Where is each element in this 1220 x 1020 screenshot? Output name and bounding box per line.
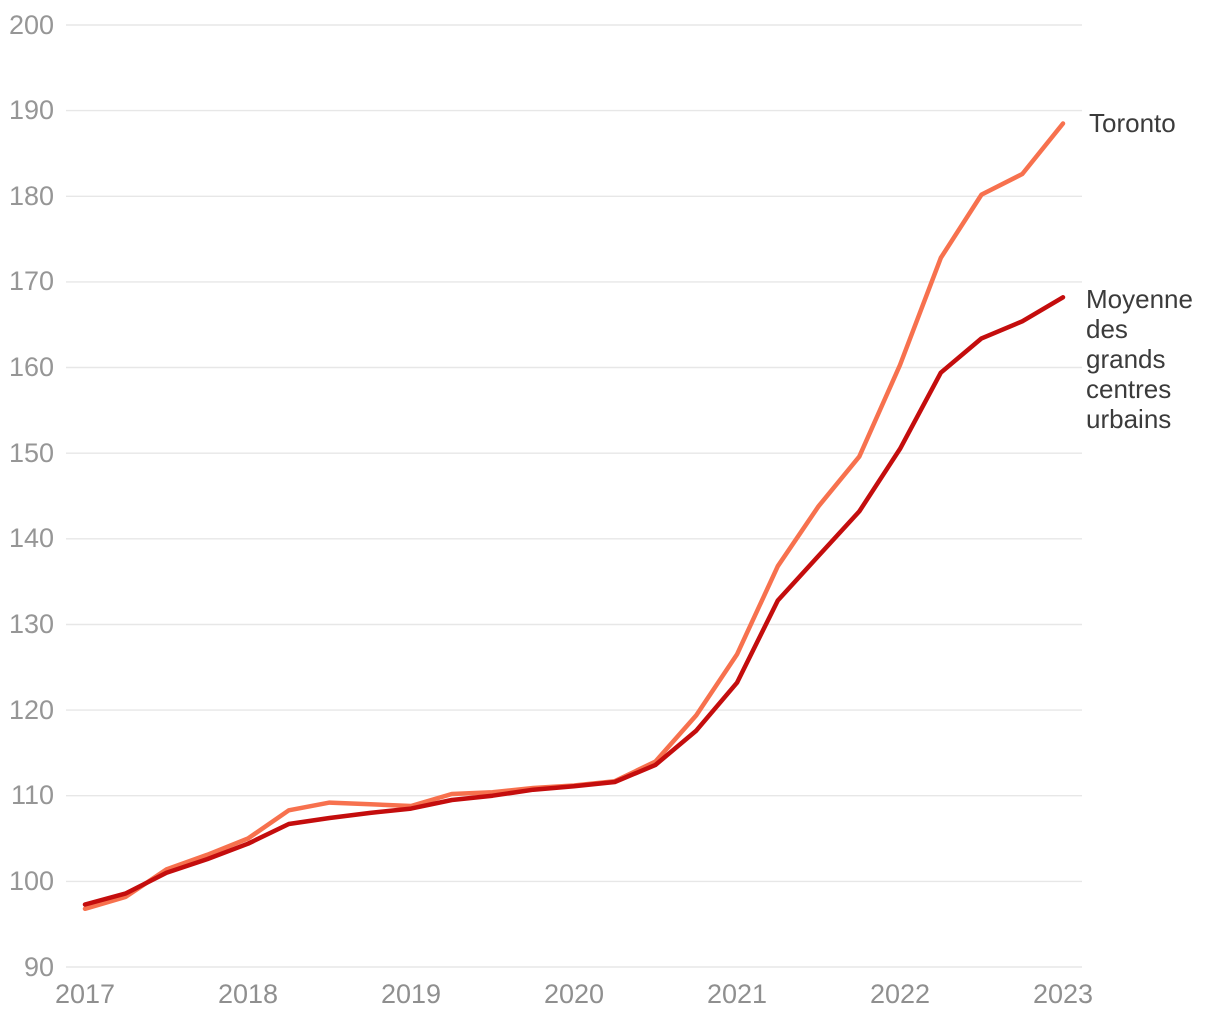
y-tick-label-150: 150 bbox=[8, 438, 54, 468]
legend-label-toronto: Toronto bbox=[1089, 108, 1176, 138]
x-tick-label-2021: 2021 bbox=[706, 979, 768, 1009]
x-tick-label-2018: 2018 bbox=[217, 979, 279, 1009]
y-tick-label-170: 170 bbox=[8, 266, 54, 296]
y-tick-label-180: 180 bbox=[8, 181, 54, 211]
series-line-toronto bbox=[82, 121, 1066, 912]
y-tick-label-110: 110 bbox=[10, 780, 54, 810]
y-tick-label-160: 160 bbox=[8, 352, 54, 382]
y-tick-label-100: 100 bbox=[8, 866, 54, 896]
x-tick-label-2023: 2023 bbox=[1032, 979, 1094, 1009]
x-tick-label-2022: 2022 bbox=[869, 979, 931, 1009]
x-tick-label-2019: 2019 bbox=[380, 979, 442, 1009]
y-tick-label-120: 120 bbox=[8, 695, 54, 725]
y-tick-label-140: 140 bbox=[8, 523, 54, 553]
y-tick-label-190: 190 bbox=[8, 95, 54, 125]
x-tick-label-2017: 2017 bbox=[54, 979, 116, 1009]
y-tick-label-200: 200 bbox=[8, 10, 54, 40]
y-tick-label-130: 130 bbox=[8, 609, 54, 639]
y-tick-label-90: 90 bbox=[23, 952, 54, 982]
x-tick-label-2020: 2020 bbox=[543, 979, 605, 1009]
series-line-moyenne bbox=[82, 295, 1066, 907]
legend-label-moyenne-grands-centres-urbains: Moyenne des grands centres urbains bbox=[1086, 284, 1193, 434]
